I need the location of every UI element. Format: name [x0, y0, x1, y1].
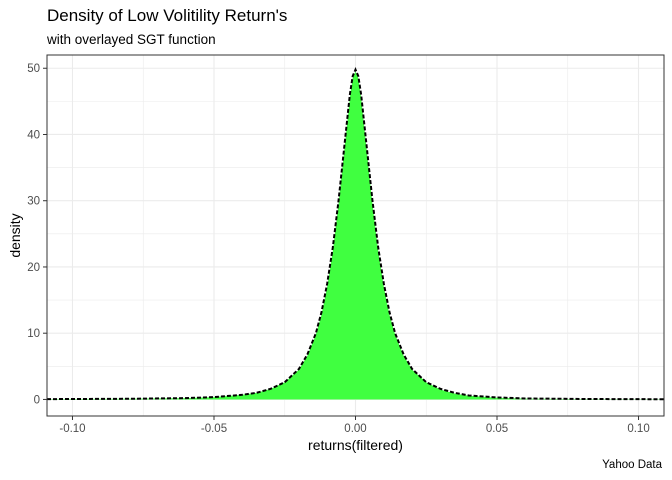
axis-layer: -0.10 -0.05 0.00 0.05 0.10 0 10 20 30 40 50: [27, 63, 650, 435]
x-tick-label: -0.05: [201, 423, 227, 435]
y-tick-label: 40: [27, 129, 40, 141]
y-tick-label: 0: [34, 394, 40, 406]
sgt-density-line: [46, 67, 665, 401]
chart-caption: Yahoo Data: [602, 459, 662, 471]
x-tick-label: -0.10: [59, 423, 85, 435]
y-axis-title: density: [7, 213, 23, 257]
chart-title: Density of Low Volitility Return's: [47, 6, 288, 25]
x-tick-label: 0.00: [344, 423, 366, 435]
y-tick-label: 50: [27, 63, 40, 75]
x-tick-label: 0.10: [627, 423, 649, 435]
y-tick-label: 10: [27, 328, 40, 340]
x-axis-title: returns(filtered): [308, 437, 403, 453]
y-tick-label: 20: [27, 262, 40, 274]
y-tick-label: 30: [27, 196, 40, 208]
chart-subtitle: with overlayed SGT function: [47, 32, 216, 47]
density-area: [47, 71, 664, 400]
x-tick-label: 0.05: [486, 423, 508, 435]
series-layer: [46, 67, 665, 401]
